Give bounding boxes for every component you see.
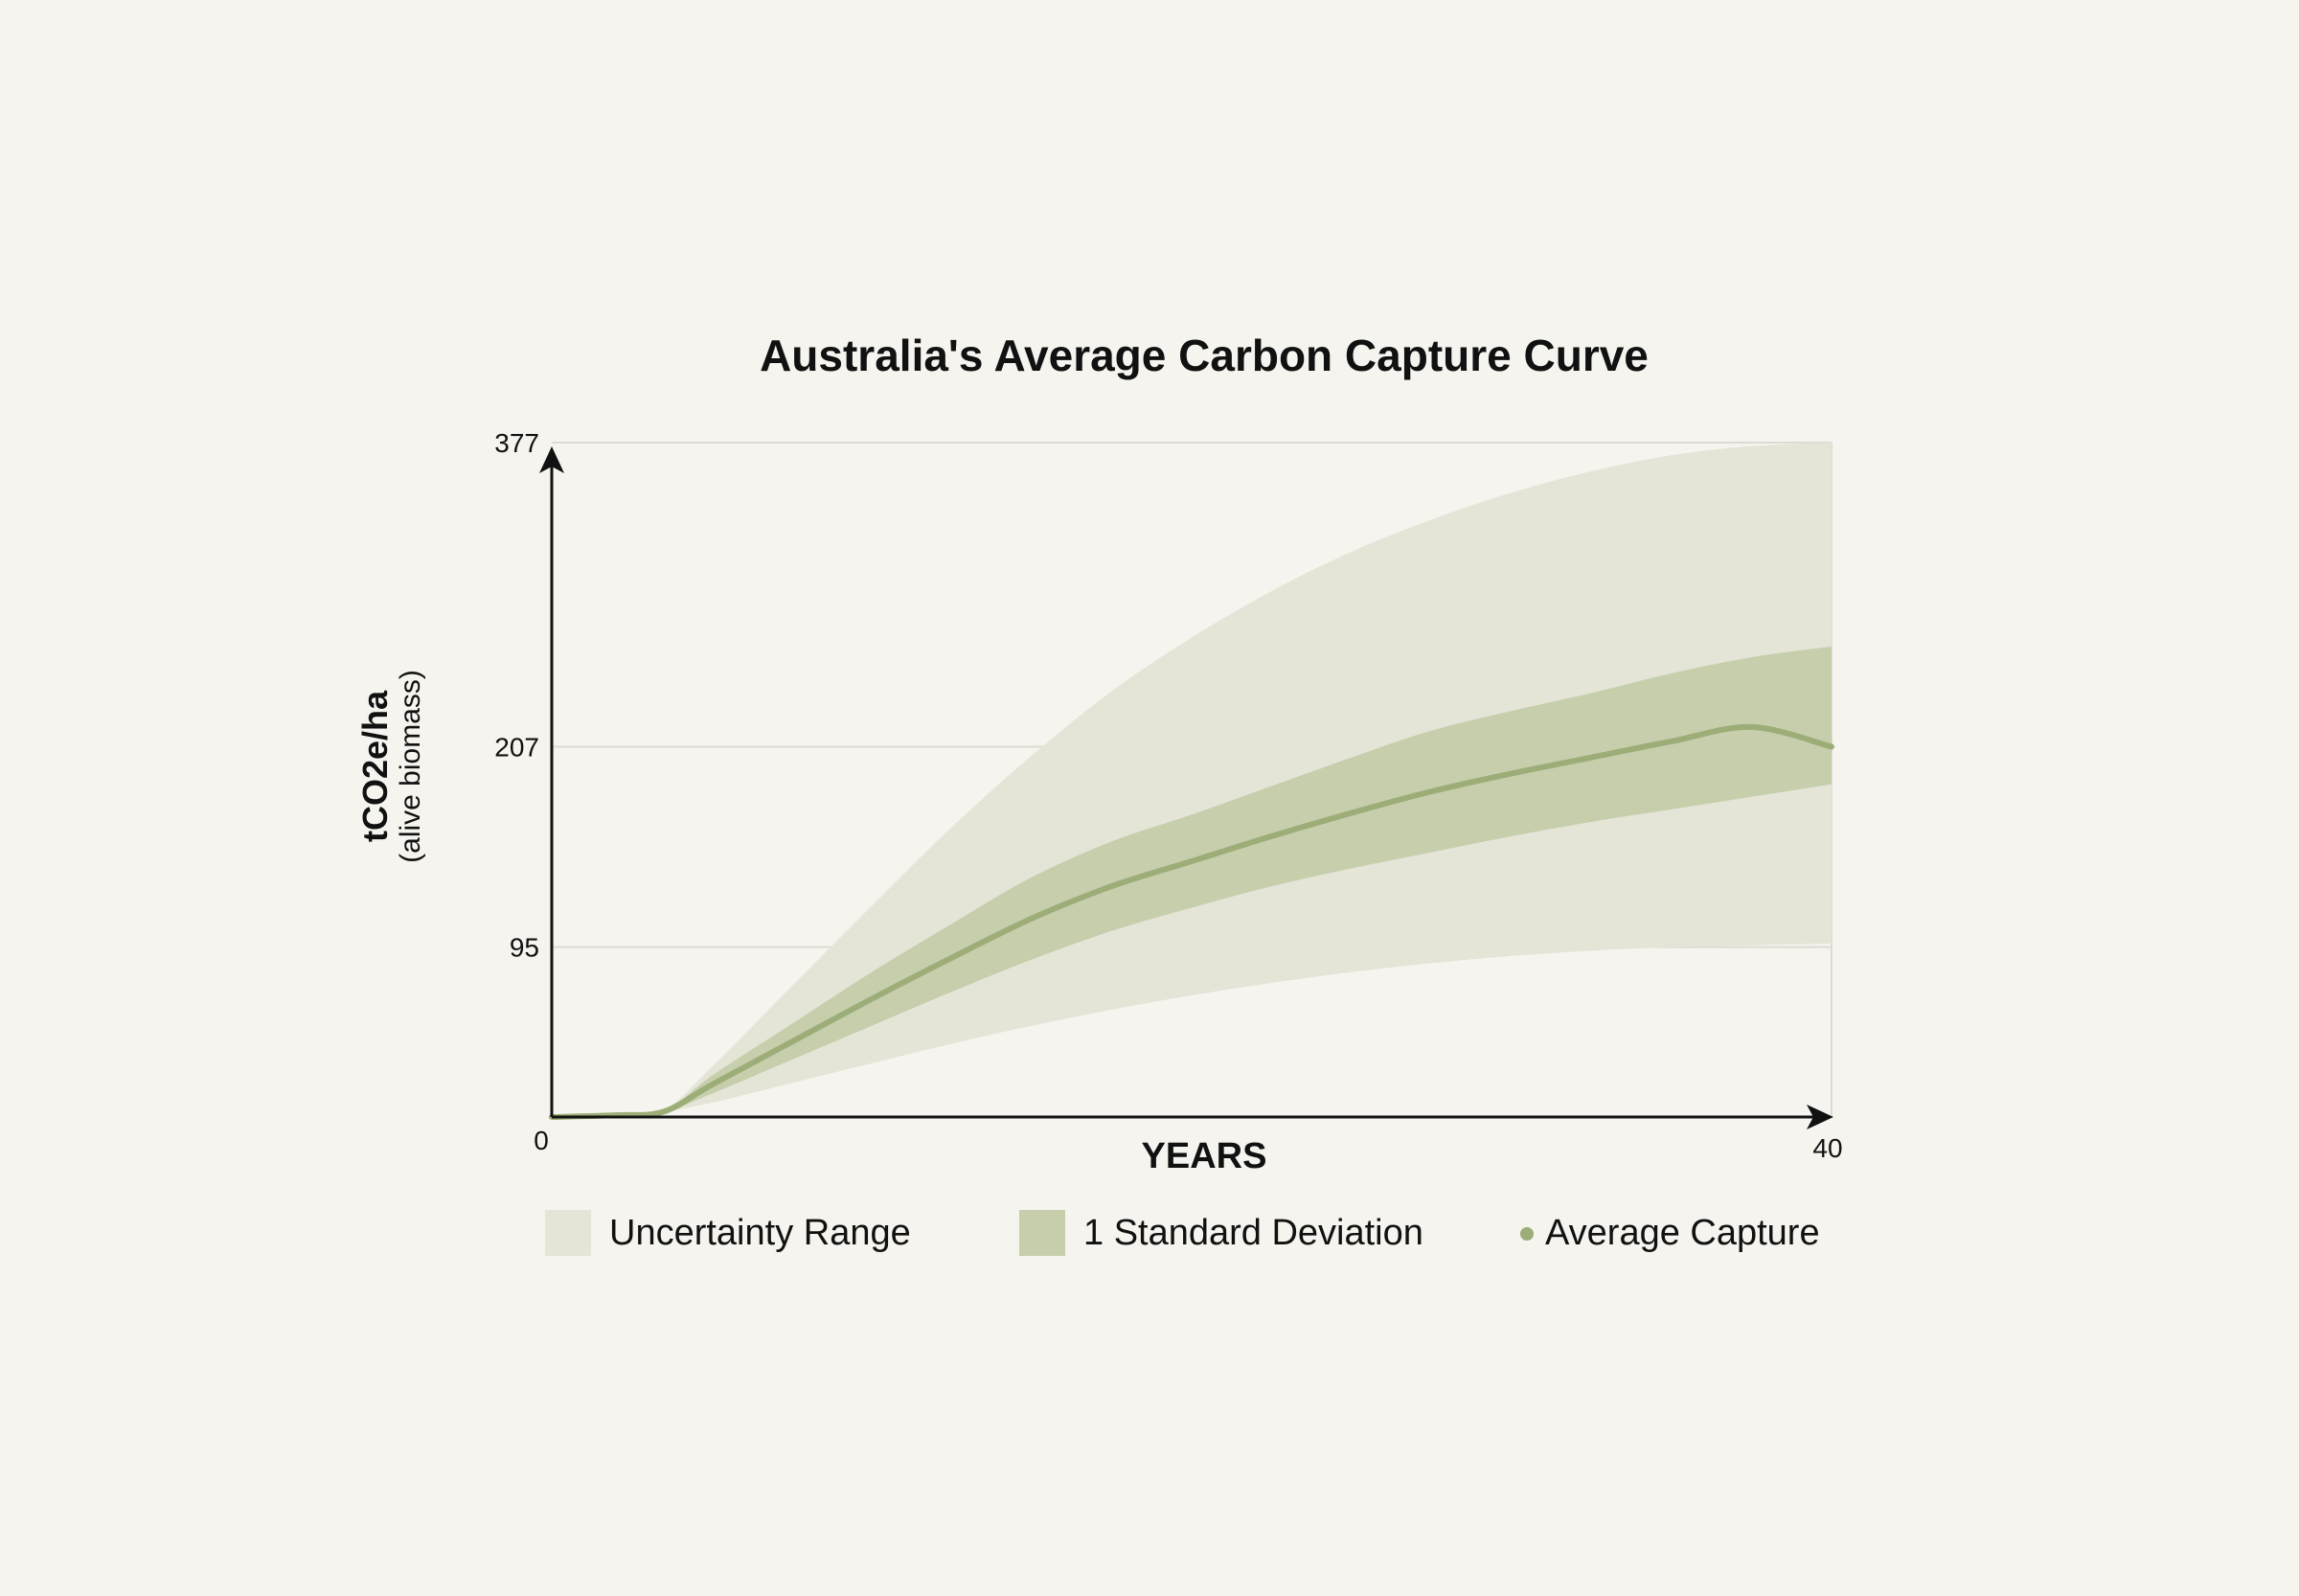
legend-marker-average [1520, 1227, 1534, 1241]
legend-swatch-uncertainty [545, 1210, 591, 1256]
x-axis-label: YEARS [1142, 1136, 1267, 1176]
average-line-group [549, 723, 1834, 1120]
y-axis-sublabel: (alive biomass) [395, 670, 426, 863]
x-tick-labels: 0 40 [534, 1126, 1842, 1163]
bands [552, 443, 1832, 1117]
chart-title: Australia's Average Carbon Capture Curve [760, 331, 1649, 380]
legend-label-average: Average Capture [1545, 1213, 1820, 1253]
legend-label-uncertainty: Uncertainty Range [609, 1213, 911, 1253]
y-axis-label: tCO2e/ha [355, 690, 395, 842]
y-tick-label: 95 [510, 933, 539, 963]
average-capture-line [549, 723, 1834, 1120]
y-tick-label: 207 [494, 732, 539, 762]
uncertainty-band [552, 443, 1832, 1117]
y-axis-arrow-icon [539, 446, 564, 473]
x-tick-label: 40 [1812, 1133, 1842, 1163]
legend-swatch-std [1019, 1210, 1065, 1256]
y-tick-label: 377 [494, 428, 539, 458]
legend-label-std: 1 Standard Deviation [1083, 1213, 1423, 1253]
x-tick-label: 0 [534, 1126, 549, 1155]
legend: Uncertainty Range 1 Standard Deviation A… [545, 1210, 1820, 1256]
x-axis-arrow-icon [1807, 1105, 1833, 1129]
y-tick-labels: 95 207 377 [494, 428, 539, 963]
